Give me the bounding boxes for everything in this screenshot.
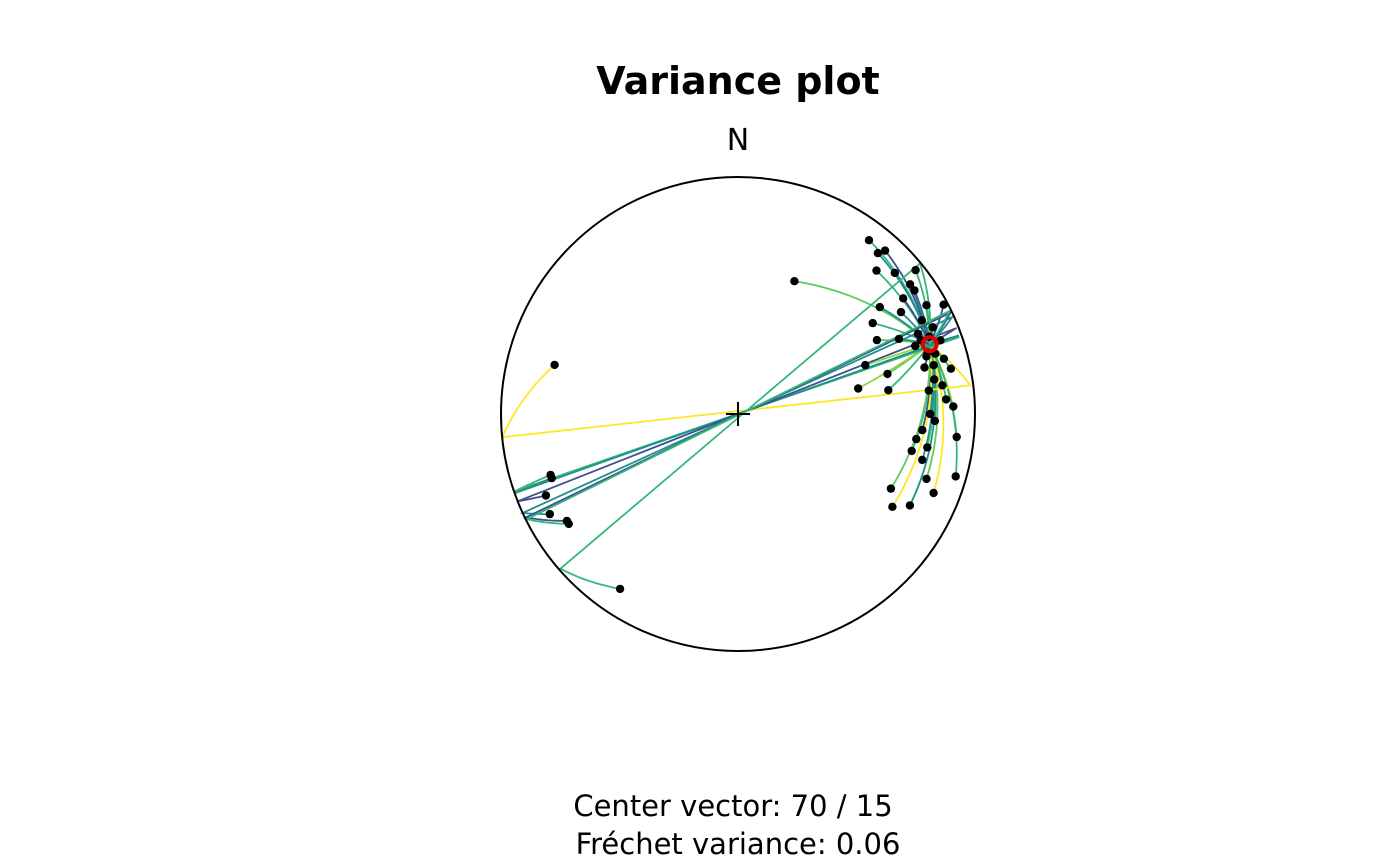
data-point — [864, 236, 874, 245]
data-point — [938, 381, 947, 390]
data-point — [928, 323, 937, 332]
data-point — [930, 416, 940, 426]
data-point — [949, 402, 958, 411]
data-point — [888, 502, 897, 511]
center-vector-caption: Center vector: 70 / 15 — [573, 789, 892, 823]
data-point — [884, 386, 893, 395]
data-points — [541, 236, 961, 594]
path-line — [928, 343, 945, 494]
data-point — [872, 266, 881, 275]
data-point — [922, 301, 931, 310]
data-point — [917, 316, 927, 325]
data-point — [946, 364, 956, 373]
primitive-circle — [500, 176, 976, 652]
path-line — [909, 344, 937, 506]
data-point — [913, 329, 923, 339]
path-line — [524, 309, 952, 525]
data-point — [905, 280, 915, 289]
data-point — [905, 501, 915, 510]
data-point — [911, 341, 920, 351]
data-point — [899, 294, 908, 303]
data-point — [896, 307, 906, 317]
frechet-variance-caption: Fréchet variance: 0.06 — [576, 827, 901, 861]
path-line — [890, 344, 931, 490]
data-point — [547, 473, 556, 483]
data-point — [922, 474, 931, 484]
data-point — [907, 446, 916, 456]
data-point — [912, 434, 921, 444]
data-point — [951, 472, 960, 481]
data-point — [952, 432, 961, 442]
data-point — [926, 409, 935, 419]
north-label: N — [727, 123, 749, 158]
chart-title: Variance plot — [596, 59, 879, 103]
data-point — [941, 395, 951, 404]
data-point — [894, 334, 904, 344]
data-point — [868, 318, 877, 328]
path-line — [558, 261, 932, 590]
data-point — [918, 425, 927, 435]
path-line — [500, 343, 972, 439]
path-line — [865, 343, 930, 366]
data-point — [922, 352, 931, 361]
data-point — [790, 277, 799, 286]
data-point — [924, 386, 933, 395]
data-point — [929, 361, 938, 370]
data-point — [550, 360, 559, 370]
data-point — [930, 375, 939, 384]
data-point — [911, 265, 920, 275]
data-point — [872, 335, 882, 345]
data-point — [920, 363, 929, 372]
data-point — [854, 384, 863, 393]
data-point — [875, 302, 884, 312]
data-point — [880, 246, 890, 255]
center-vector-marker — [920, 335, 939, 354]
data-point — [918, 455, 927, 465]
data-point — [890, 268, 899, 278]
data-point — [861, 360, 870, 370]
data-point — [615, 584, 625, 594]
center-cross — [726, 402, 750, 426]
data-point — [564, 519, 573, 529]
data-point — [541, 491, 551, 500]
data-point — [883, 369, 892, 379]
data-point — [929, 488, 938, 498]
data-point — [939, 354, 949, 363]
data-point — [886, 484, 896, 493]
data-point — [545, 509, 554, 519]
data-point — [923, 443, 932, 452]
data-point — [910, 286, 919, 295]
data-point — [873, 248, 883, 258]
data-point — [939, 300, 948, 309]
